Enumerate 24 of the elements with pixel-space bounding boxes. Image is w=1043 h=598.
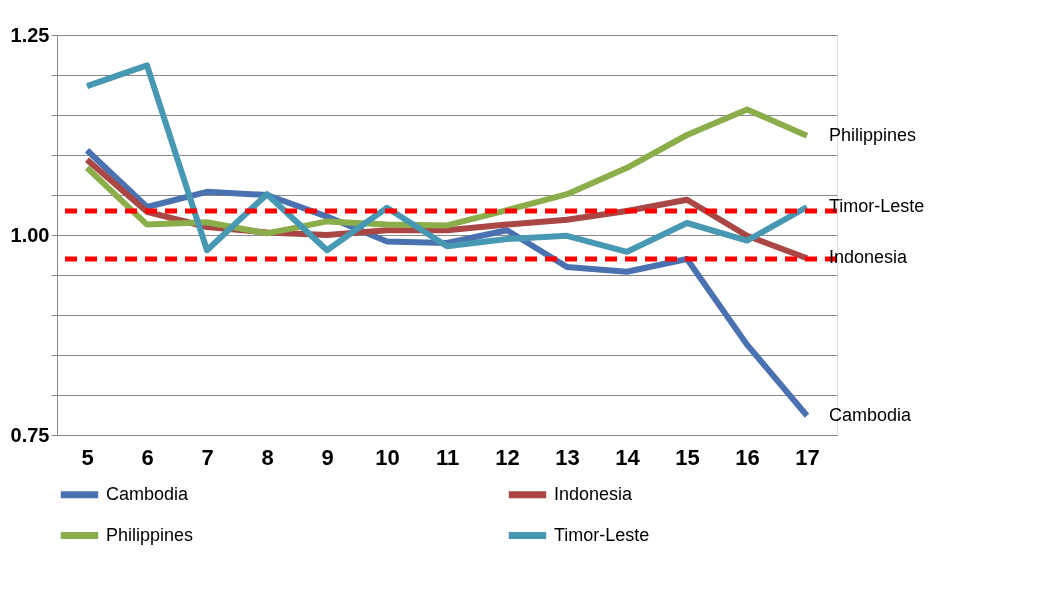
x-tick-label: 13 <box>555 444 580 470</box>
x-tick-label: 8 <box>261 444 274 470</box>
x-tick-label: 16 <box>735 444 760 470</box>
x-tick-label: 12 <box>495 444 520 470</box>
legend-label: Timor-Leste <box>554 524 650 545</box>
x-tick-label: 10 <box>375 444 400 470</box>
x-tick-label: 6 <box>141 444 154 470</box>
y-tick-label: 1.25 <box>10 23 50 46</box>
legend-label: Philippines <box>106 524 194 545</box>
text: Cambodia <box>829 404 912 425</box>
x-tick-label: 17 <box>795 444 820 470</box>
y-tick-label: 0.75 <box>10 423 50 446</box>
x-tick-label: 14 <box>615 444 641 470</box>
x-tick-label: 9 <box>321 444 334 470</box>
text: Philippines <box>829 124 917 145</box>
legend-label: Cambodia <box>106 483 190 504</box>
legend-label: Indonesia <box>554 483 634 504</box>
text: Timor-Leste <box>829 196 925 216</box>
x-tick-label: 15 <box>675 444 700 470</box>
x-tick-label: 5 <box>81 444 94 470</box>
x-tick-label: 11 <box>435 444 460 470</box>
x-tick-label: 7 <box>201 444 214 470</box>
text: Indonesia <box>829 247 908 268</box>
y-tick-label: 1.00 <box>10 223 50 246</box>
